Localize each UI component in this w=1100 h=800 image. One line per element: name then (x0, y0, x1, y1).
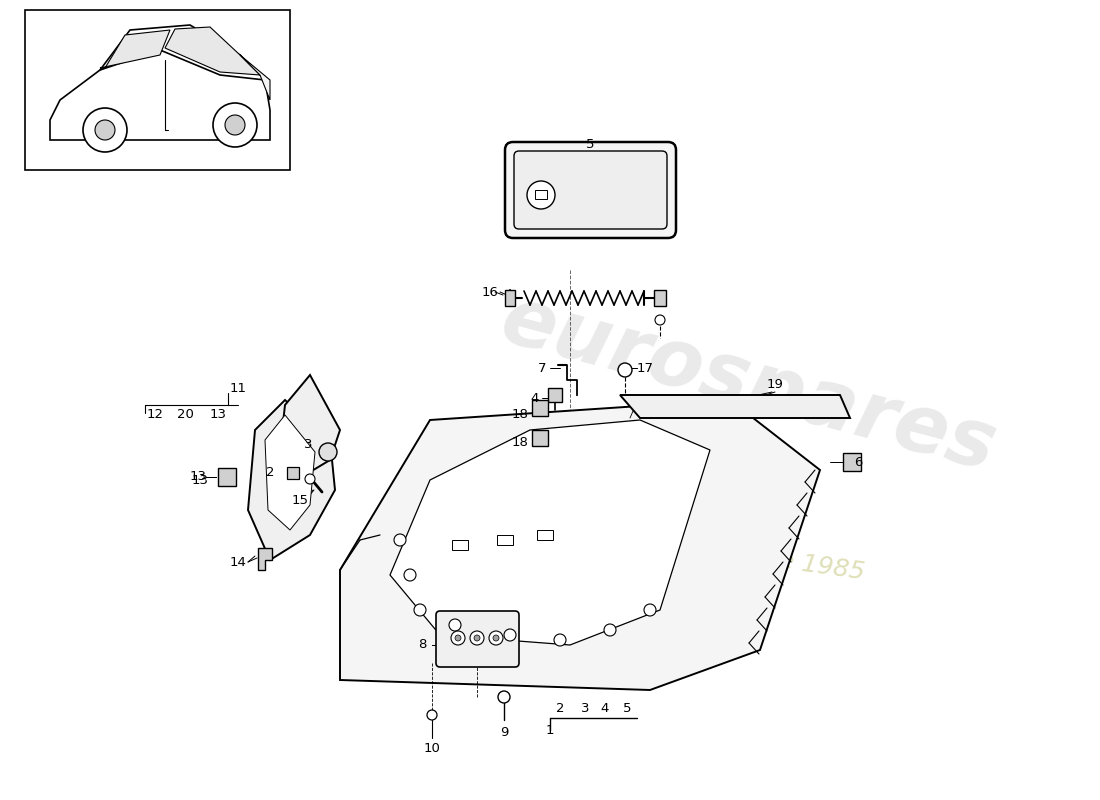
Text: 1: 1 (546, 723, 554, 737)
Bar (287, 467, 299, 479)
Text: 5: 5 (623, 702, 631, 714)
Bar (25, 10, 290, 170)
Circle shape (504, 629, 516, 641)
Polygon shape (258, 548, 272, 570)
Circle shape (490, 631, 503, 645)
Text: 6: 6 (854, 455, 862, 469)
Text: 7: 7 (538, 362, 547, 374)
Text: 9: 9 (499, 726, 508, 738)
Circle shape (213, 103, 257, 147)
FancyBboxPatch shape (505, 142, 676, 238)
Circle shape (404, 569, 416, 581)
Bar (452, 540, 468, 550)
Polygon shape (340, 400, 820, 690)
Bar (505, 290, 515, 306)
FancyBboxPatch shape (514, 151, 667, 229)
Circle shape (493, 635, 499, 641)
Bar (497, 535, 513, 545)
Polygon shape (620, 395, 850, 418)
Bar (537, 530, 553, 540)
Text: eurospares: eurospares (492, 281, 1004, 487)
Text: a passion for porsche since 1985: a passion for porsche since 1985 (454, 503, 866, 585)
Bar (654, 290, 666, 306)
Circle shape (455, 635, 461, 641)
Polygon shape (265, 415, 315, 530)
Text: 8: 8 (418, 638, 426, 651)
Circle shape (644, 604, 656, 616)
Text: 3: 3 (581, 702, 590, 714)
Circle shape (95, 120, 116, 140)
Circle shape (474, 635, 480, 641)
Text: 2: 2 (556, 702, 564, 714)
Circle shape (554, 634, 566, 646)
Circle shape (319, 443, 337, 461)
Text: 11: 11 (230, 382, 246, 394)
Text: 15: 15 (292, 494, 308, 506)
Circle shape (470, 631, 484, 645)
Bar (532, 400, 548, 416)
Polygon shape (248, 400, 336, 560)
Text: 4: 4 (531, 391, 539, 405)
Text: 18: 18 (512, 409, 528, 422)
Bar (535, 190, 547, 199)
Polygon shape (390, 420, 710, 645)
Polygon shape (50, 45, 270, 140)
Text: 13: 13 (209, 409, 227, 422)
Text: 13: 13 (189, 470, 207, 483)
Circle shape (604, 624, 616, 636)
Circle shape (498, 691, 510, 703)
Text: 13: 13 (191, 474, 209, 486)
Circle shape (226, 115, 245, 135)
Circle shape (449, 619, 461, 631)
Text: 16: 16 (482, 286, 498, 298)
Circle shape (451, 631, 465, 645)
Text: 10: 10 (424, 742, 440, 754)
Polygon shape (280, 375, 340, 475)
Circle shape (427, 710, 437, 720)
Circle shape (82, 108, 126, 152)
Text: 19: 19 (767, 378, 783, 391)
Circle shape (654, 315, 666, 325)
Circle shape (394, 534, 406, 546)
Polygon shape (165, 27, 260, 75)
Polygon shape (100, 25, 265, 80)
Text: 18: 18 (512, 435, 528, 449)
Text: 5: 5 (585, 138, 594, 151)
Text: 2: 2 (266, 466, 274, 478)
Text: 12: 12 (146, 409, 164, 422)
Text: 20: 20 (177, 409, 194, 422)
Bar (218, 468, 236, 486)
Circle shape (527, 181, 556, 209)
Circle shape (414, 604, 426, 616)
Bar (532, 430, 548, 446)
FancyBboxPatch shape (436, 611, 519, 667)
Text: 3: 3 (304, 438, 312, 451)
Text: 17: 17 (637, 362, 653, 374)
Circle shape (618, 363, 632, 377)
Polygon shape (240, 55, 270, 100)
Text: 4: 4 (601, 702, 609, 714)
Text: 14: 14 (230, 555, 246, 569)
Circle shape (305, 474, 315, 484)
Bar (843, 453, 861, 471)
Polygon shape (100, 30, 170, 68)
Bar (548, 388, 562, 402)
